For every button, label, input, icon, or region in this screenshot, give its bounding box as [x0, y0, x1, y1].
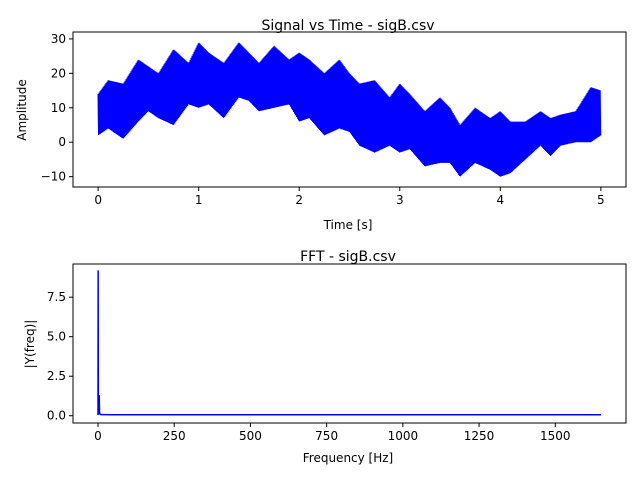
fft-x-tick-label: 0	[94, 429, 102, 443]
fft-x-tick-label: 500	[239, 429, 262, 443]
fft-x-axis-label: Frequency [Hz]	[303, 451, 394, 465]
signal-y-tick-label: 30	[51, 32, 66, 46]
fft-chart: FFT - sigB.csv 0 250 500 750 1000 1250 1500 0.…	[23, 249, 627, 465]
fft-plot-area	[97, 270, 601, 416]
signal-x-tick-label: 2	[295, 193, 303, 207]
fft-y-ticks: 0.0 2.5 5.0 7.5	[47, 290, 73, 423]
signal-y-tick-label: 20	[51, 66, 66, 80]
signal-axes-frame	[72, 31, 627, 188]
fft-x-tick-label: 250	[163, 429, 186, 443]
fft-x-tick-label: 750	[315, 429, 338, 443]
signal-x-tick-label: 1	[195, 193, 203, 207]
fft-axes-frame	[72, 263, 627, 424]
fft-x-tick-label: 1500	[540, 429, 571, 443]
signal-x-tick-label: 5	[597, 193, 605, 207]
fft-y-axis-label: |Y(freq)|	[23, 320, 37, 369]
fft-y-tick-label: 7.5	[47, 290, 66, 304]
fft-chart-title: FFT - sigB.csv	[300, 249, 396, 265]
signal-y-tick-label: −10	[41, 170, 66, 184]
fft-series-line	[97, 270, 601, 416]
fft-x-tick-label: 1250	[464, 429, 495, 443]
fft-x-ticks: 0 250 500 750 1000 1250 1500	[94, 423, 571, 443]
signal-y-tick-label: 0	[58, 135, 66, 149]
signal-x-ticks: 0 1 2 3 4 5	[94, 187, 605, 207]
fft-x-tick-label: 1000	[388, 429, 419, 443]
fft-y-tick-label: 0.0	[47, 409, 66, 423]
signal-y-axis-label: Amplitude	[15, 79, 29, 141]
fft-y-tick-label: 2.5	[47, 369, 66, 383]
signal-x-tick-label: 3	[396, 193, 404, 207]
signal-x-tick-label: 4	[496, 193, 504, 207]
signal-y-ticks: −10 0 10 20 30	[41, 32, 73, 184]
signal-chart: Signal vs Time - sigB.csv 0 1 2 3 4 5 −10 0 10 2…	[15, 18, 627, 232]
signal-plot-area	[97, 42, 602, 177]
signal-x-axis-label: Time [s]	[323, 218, 373, 232]
signal-y-tick-label: 10	[51, 101, 66, 115]
signal-x-tick-label: 0	[94, 193, 102, 207]
fft-y-tick-label: 5.0	[47, 330, 66, 344]
signal-series-line	[97, 42, 602, 177]
signal-chart-title: Signal vs Time - sigB.csv	[261, 18, 434, 34]
